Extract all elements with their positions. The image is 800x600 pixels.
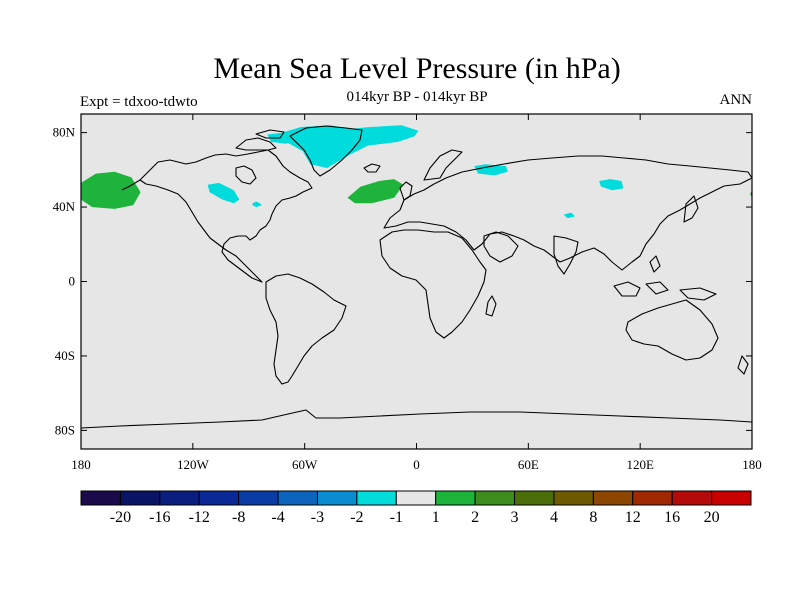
anomaly-region-hudson-bay-negative [207,182,240,204]
colorbar-swatch [395,490,437,506]
colorbar-swatch [514,490,555,506]
anomaly-region-tibet-negative [563,212,575,219]
colorbar-label: -1 [390,509,403,526]
colorbar-label: 16 [664,509,680,526]
map-subtitle: 014kyr BP - 014kyr BP [346,89,488,105]
colorbar-swatch [632,490,673,506]
anomaly-region-north-pacific-positive [81,171,141,209]
colorbar-label: -2 [350,509,363,526]
colorbar-swatch [316,490,358,506]
colorbar-swatch [474,490,516,506]
colorbar-label: 12 [625,509,641,526]
colorbar-label: 4 [550,509,558,526]
lon-tick-label: 120W [177,457,210,472]
anomaly-region-urals-negative [474,164,508,176]
season-label: ANN [719,92,753,108]
colorbar-swatch [671,490,713,506]
colorbar-label: 2 [471,509,479,526]
colorbar-swatch [159,490,200,506]
colorbar-swatch [277,490,318,506]
lon-tick-label: 60E [518,457,539,472]
lat-tick-label: 80S [55,422,75,437]
lat-tick-label: 40S [55,348,75,363]
experiment-label: Expt = tdxoo-tdwto [80,94,198,110]
colorbar-swatch [592,490,634,506]
lat-tick-label: 0 [69,274,76,289]
axis-ticks: 80N 40N 0 40S 80S 180 120W 60W 0 60E 120E 180 [53,114,762,472]
map-background [81,114,752,449]
colorbar-swatch [435,490,476,506]
anomaly-region-lake-baikal-negative [599,179,624,191]
colorbar-swatch [119,490,161,506]
anomaly-region-canadian-arctic-negative [267,132,298,144]
lon-tick-label: 180 [71,457,91,472]
colorbar: -20 -16 -12 -8 -4 -3 -2 -1 1 2 3 4 8 12 16 20 [80,490,752,526]
anomaly-region-great-lakes-negative [252,201,262,208]
lon-tick-label: 0 [413,457,420,472]
map-title: Mean Sea Level Pressure (in hPa) [213,52,621,85]
colorbar-label: -20 [110,509,131,526]
lat-tick-label: 40N [53,199,76,214]
colorbar-swatch [711,490,752,506]
colorbar-label: -16 [149,509,170,526]
colorbar-label: 3 [511,509,519,526]
lon-tick-label: 60W [292,457,318,472]
colorbar-label: 8 [589,509,597,526]
colorbar-label: 20 [704,509,720,526]
anomaly-region-greenland-negative [282,125,419,168]
colorbar-swatch [356,490,397,506]
colorbar-swatch [553,490,594,506]
colorbar-swatch [80,490,121,506]
colorbar-label: -12 [189,509,210,526]
lon-tick-label: 120E [626,457,654,472]
anomaly-layer [81,125,752,219]
colorbar-label: 1 [432,509,440,526]
anomaly-region-north-atlantic-positive [347,179,404,204]
colorbar-label: -4 [271,509,284,526]
colorbar-label: -8 [232,509,245,526]
colorbar-label: -3 [311,509,324,526]
colorbar-swatch [198,490,240,506]
lon-tick-label: 180 [742,457,762,472]
lat-tick-label: 80N [53,125,76,140]
colorbar-swatch [238,490,279,506]
coastlines [81,125,752,429]
